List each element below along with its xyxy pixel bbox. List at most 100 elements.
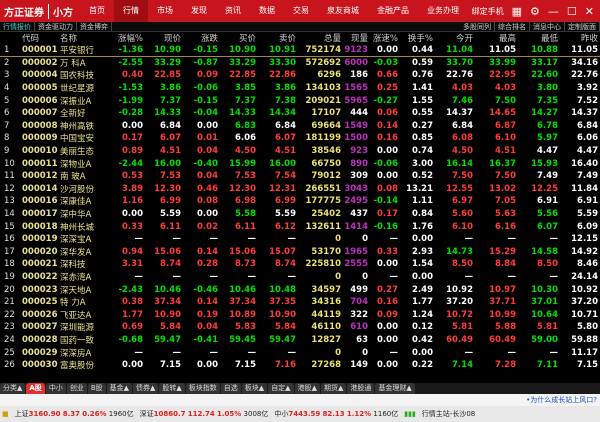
server-label[interactable]: 行情主站-长沙08 xyxy=(421,410,476,418)
table-row[interactable]: 9 000010 美丽生态 0.89 4.51 0.04 4.50 4.51 38546 923 0… xyxy=(0,145,600,158)
table-row[interactable]: 24 000028 国药一致 -0.68 59.47 -0.41 59.45 59.47 128… xyxy=(0,334,600,347)
column-header[interactable]: 现价 xyxy=(163,34,181,44)
bottom-tab[interactable]: 港股▲ xyxy=(294,383,320,394)
table-row[interactable]: 1 000001 平安银行 -1.36 10.90 -0.15 10.90 10.91 7521… xyxy=(0,44,600,58)
table-row[interactable]: 12 000014 沙河股份 3.89 12.30 0.46 12.30 12.31 26655… xyxy=(0,183,600,196)
zx-index[interactable]: 中小7443.59 82.13 1.12% 1160亿 xyxy=(274,410,399,418)
nav-item[interactable]: 资讯 xyxy=(225,6,241,15)
nav-item[interactable]: 首页 xyxy=(89,6,105,15)
column-header[interactable]: 最低 xyxy=(540,34,558,44)
bind-phone-button[interactable]: 绑定手机 xyxy=(471,6,504,16)
table-row[interactable]: 14 000017 深中华A 0.00 5.59 0.00 5.58 5.59 25402 437… xyxy=(0,208,600,221)
table-row[interactable]: 11 000012 南 玻A 0.53 7.53 0.04 7.53 7.54 79012 309… xyxy=(0,170,600,183)
column-header[interactable]: 名称 xyxy=(60,34,78,44)
column-header[interactable]: 总量 xyxy=(323,34,341,44)
cell-volume: 134103 xyxy=(305,83,342,94)
cell-change: 0.14 xyxy=(197,297,218,308)
column-header[interactable]: 涨幅% xyxy=(117,34,143,44)
table-row[interactable]: 21 000025 特 力A 0.38 37.34 0.14 37.34 37.35 34316… xyxy=(0,296,600,309)
bottom-tab[interactable]: 基金理财▲ xyxy=(375,383,415,394)
table-row[interactable]: 13 000016 深康佳A 1.16 6.99 0.08 6.98 6.99 177775 24… xyxy=(0,195,600,208)
table-row[interactable]: 15 000018 神州长城 0.33 6.11 0.02 6.11 6.12 132611 14… xyxy=(0,220,600,233)
maximize-icon[interactable]: ☐ xyxy=(566,4,577,18)
subtab[interactable]: 综合排名 xyxy=(495,22,530,31)
subtab[interactable]: 多股同列 xyxy=(460,22,495,31)
column-header[interactable]: 买价 xyxy=(238,34,256,44)
bottom-tab[interactable]: 中小 xyxy=(45,383,66,394)
table-row[interactable]: 10 000011 深物业A -2.44 16.00 -0.40 15.99 16.00 667… xyxy=(0,157,600,170)
minimize-icon[interactable]: — xyxy=(547,4,559,18)
table-row[interactable]: 5 000006 深振业A -1.99 7.37 -0.15 7.37 7.38 209021 5… xyxy=(0,94,600,107)
nav-item[interactable]: 市场 xyxy=(157,6,173,15)
cell-change: 0.00 xyxy=(197,120,218,131)
sh-index[interactable]: 上证3160.90 8.37 0.26% 1960亿 xyxy=(14,410,134,418)
nav-item[interactable]: 数据 xyxy=(259,6,275,15)
bottom-tab[interactable]: 期货▲ xyxy=(320,383,347,394)
table-row[interactable]: 18 000021 深科技 3.31 8.74 0.28 8.73 8.74 225810 255… xyxy=(0,258,600,271)
table-row[interactable]: 8 000009 中国宝安 0.17 6.07 0.01 6.06 6.07 181199 150… xyxy=(0,132,600,145)
table-row[interactable]: 4 000005 世纪星源 -1.53 3.86 -0.06 3.85 3.86 134103 1… xyxy=(0,82,600,95)
bottom-tab[interactable]: 分类▲ xyxy=(0,383,26,394)
cell-high: 16.37 xyxy=(489,158,516,169)
bottom-tab[interactable]: 板块▲ xyxy=(241,383,268,394)
column-header[interactable]: 现量 xyxy=(350,34,368,44)
table-row[interactable]: 22 000026 飞亚达A 1.77 10.90 0.19 10.89 10.90 44119… xyxy=(0,308,600,321)
gear-icon[interactable]: ⚙ xyxy=(530,4,540,18)
cell-ask: 6.12 xyxy=(275,221,296,232)
table-row[interactable]: 17 000020 深华发A 0.94 15.06 0.14 15.06 15.07 53170… xyxy=(0,246,600,259)
table-row[interactable]: 16 000019 深深宝A — — — — — 0 0 — 0.00 — — — 12.15 xyxy=(0,233,600,246)
bottom-tab[interactable]: A股 xyxy=(26,383,45,394)
bottom-tab[interactable]: 自选 xyxy=(220,383,241,394)
cell-name: 深科技 xyxy=(60,260,86,271)
close-icon[interactable]: ✕ xyxy=(584,4,594,18)
nav-item[interactable]: 金融产品 xyxy=(377,6,409,15)
nav-item[interactable]: 发现 xyxy=(191,6,207,15)
subtab[interactable]: 消息中心 xyxy=(530,22,565,31)
bottom-tab[interactable]: 自定▲ xyxy=(268,383,294,394)
nav-item[interactable]: 业务办理 xyxy=(427,6,459,15)
table-row[interactable]: 6 000007 全新好 -0.28 14.33 -0.04 14.33 14.34 17107… xyxy=(0,107,600,120)
table-row[interactable]: 25 000029 深深房A — — — — — 0 0 — 0.00 — — — 11.17 xyxy=(0,346,600,359)
subtab[interactable]: 定制版面 xyxy=(565,22,600,31)
bottom-tab[interactable]: B股 xyxy=(87,383,106,394)
column-header[interactable]: 最高 xyxy=(498,34,516,44)
cell-code: 000022 xyxy=(22,271,58,282)
bottom-tab[interactable]: 港股通 xyxy=(347,383,375,394)
bottom-tabs: 分类▲ A股 中小 创业 B股 基金▲ 债券▲ 股转▲ 板块指数 自选 板块▲ 自定▲ 港股▲ 期货▲ 港股… xyxy=(0,383,600,394)
table-row[interactable]: 20 000023 深天地A -2.43 10.46 -0.46 10.46 10.48 345… xyxy=(0,283,600,296)
bottom-tab[interactable]: 板块指数 xyxy=(185,383,220,394)
bottom-tab[interactable]: 债券▲ xyxy=(133,383,159,394)
column-header[interactable]: 今开 xyxy=(455,34,473,44)
cell-volume: 266551 xyxy=(305,183,342,194)
bottom-tab[interactable]: 股转▲ xyxy=(159,383,185,394)
cell-open: — xyxy=(464,347,474,358)
table-row[interactable]: 26 000030 富奥股份 0.00 7.15 0.00 7.15 7.16 27268 149… xyxy=(0,359,600,372)
nav-item[interactable]: 交易 xyxy=(293,6,309,15)
nav-item[interactable]: 行情 xyxy=(114,0,148,22)
table-row[interactable]: 23 000027 深圳能源 0.69 5.84 0.04 5.83 5.84 46110 610… xyxy=(0,321,600,334)
cell-prev-close: 4.47 xyxy=(577,146,598,157)
cell-bid: 5.58 xyxy=(235,209,256,220)
column-header[interactable] xyxy=(0,32,22,44)
column-header[interactable]: 代码 xyxy=(22,34,40,44)
bottom-tab[interactable]: 创业 xyxy=(66,383,87,394)
news-ticker[interactable]: •为什么成长站上风口? xyxy=(0,394,600,406)
sub-toolbar: 行情报价 资金驱动力 资金博弈 多股同列 综合排名 消息中心 定制版面 xyxy=(0,22,600,32)
subtab[interactable]: 资金驱动力 xyxy=(35,22,77,31)
table-header: 代码 名称 涨幅% 现价 涨跌 买价 卖价 总量 现量 涨速% 换手% 今开 最高 最低 昨收 xyxy=(0,32,600,44)
table-row[interactable]: 7 000008 神州高铁 0.00 6.84 0.00 6.83 6.84 69664 1549… xyxy=(0,120,600,133)
table-row[interactable]: 2 000002 万 科A -2.55 33.29 -0.87 33.29 33.30 5726… xyxy=(0,57,600,70)
table-row[interactable]: 19 000022 深赤湾A — — — — — 0 0 — 0.00 — — — 24.14 xyxy=(0,271,600,284)
bottom-tab[interactable]: 基金▲ xyxy=(106,383,133,394)
column-header[interactable]: 涨跌 xyxy=(200,34,218,44)
layout-icon[interactable]: ▦ xyxy=(511,4,523,18)
column-header[interactable]: 卖价 xyxy=(278,34,296,44)
sz-index[interactable]: 深证10860.7 112.74 1.05% 3008亿 xyxy=(139,410,269,418)
subtab[interactable]: 资金博弈 xyxy=(77,22,112,31)
table-row[interactable]: 3 000004 国农科技 0.40 22.85 0.09 22.85 22.86 6296 18… xyxy=(0,69,600,82)
nav-item[interactable]: 泉友商城 xyxy=(327,6,359,15)
subtab[interactable]: 行情报价 xyxy=(0,22,35,31)
column-header[interactable]: 换手% xyxy=(407,34,433,44)
column-header[interactable]: 涨速% xyxy=(372,34,398,44)
column-header[interactable]: 昨收 xyxy=(580,34,598,44)
